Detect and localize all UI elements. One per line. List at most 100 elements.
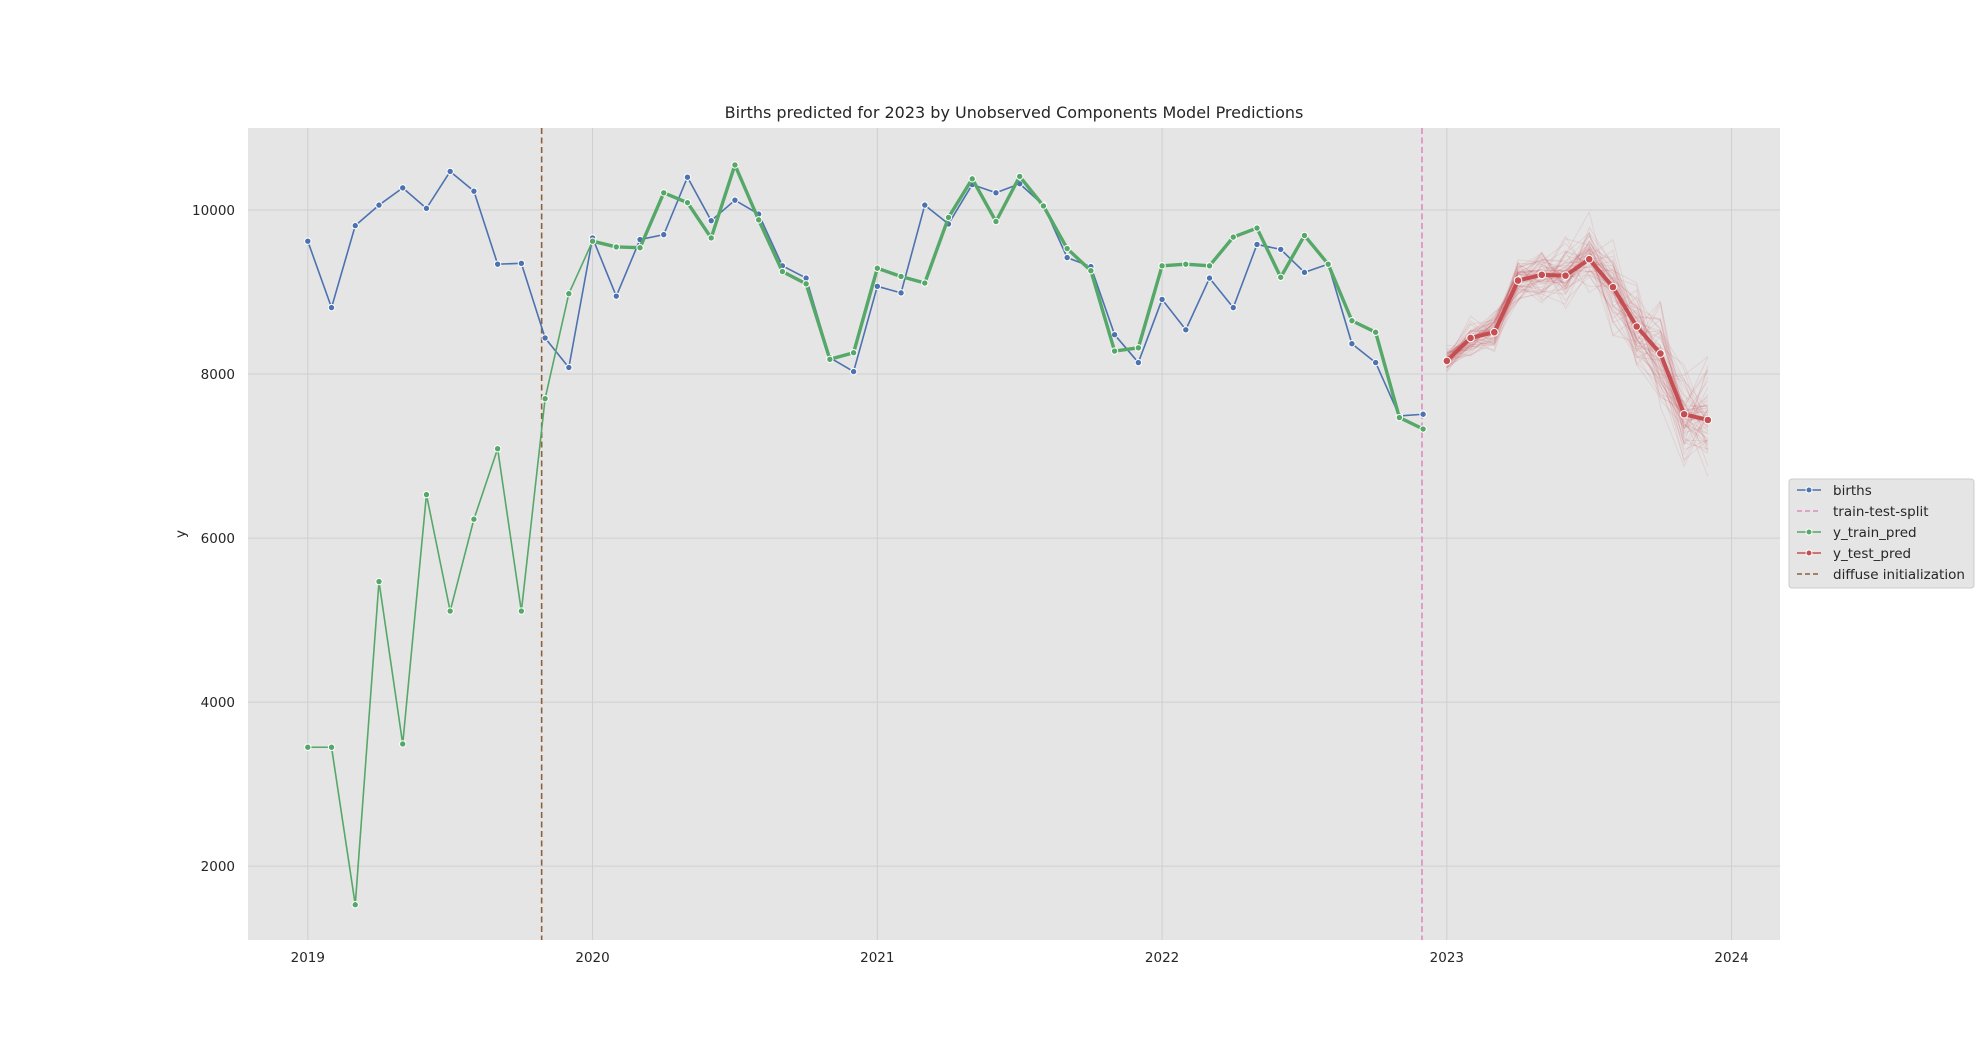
y_train_pred-point bbox=[826, 355, 834, 363]
y_train_pred-segment bbox=[614, 245, 642, 250]
births-point bbox=[921, 201, 929, 209]
y_train_pred-segment bbox=[1279, 233, 1307, 279]
births-point bbox=[1277, 245, 1285, 254]
forecast-sample-path bbox=[1446, 238, 1709, 454]
y_train_pred-point bbox=[1348, 317, 1356, 325]
births-point bbox=[351, 221, 359, 230]
forecast-sample-path bbox=[1446, 254, 1709, 467]
y_test_pred-segment bbox=[1563, 257, 1592, 278]
births-segment bbox=[947, 183, 974, 225]
y_train_pred-point bbox=[707, 234, 715, 242]
y_train_pred-segment bbox=[544, 292, 570, 400]
legend-marker bbox=[1805, 549, 1813, 557]
forecast-sample-path bbox=[1446, 251, 1709, 379]
births-segment bbox=[781, 264, 807, 279]
legend-label: y_test_pred bbox=[1833, 546, 1911, 562]
births-segment bbox=[1256, 243, 1282, 251]
y_train_pred-point bbox=[1110, 347, 1119, 355]
births-point bbox=[992, 189, 1000, 197]
births-point bbox=[1348, 340, 1356, 348]
y_train_pred-segment bbox=[1112, 346, 1141, 353]
forecast-sample-path bbox=[1446, 230, 1709, 435]
forecast-sample-path bbox=[1446, 258, 1709, 468]
forecast-sample-path bbox=[1446, 247, 1709, 431]
y_train_pred-segment bbox=[994, 174, 1022, 224]
y_train_pred-point bbox=[1324, 260, 1332, 268]
births-point bbox=[1158, 295, 1166, 304]
y-tick-labels: 2000 4000 6000 8000 10000 bbox=[192, 203, 235, 875]
forecast-sample-path bbox=[1446, 261, 1708, 408]
births-point bbox=[446, 167, 454, 176]
y_train_pred-segment bbox=[473, 447, 499, 521]
forecast-sample-path bbox=[1446, 255, 1709, 407]
y_train_pred-point bbox=[612, 243, 620, 251]
y_train_pred-point bbox=[1158, 262, 1166, 270]
y-tick-label: 2000 bbox=[201, 859, 235, 875]
y_train_pred-point bbox=[944, 213, 953, 222]
y_train_pred-segment bbox=[1255, 226, 1283, 279]
y_train_pred-segment bbox=[1373, 330, 1402, 420]
y_train_pred-segment bbox=[1184, 262, 1212, 268]
y_train_pred-segment bbox=[449, 518, 475, 612]
x-tick-label: 2021 bbox=[860, 950, 894, 966]
forecast-sample-path bbox=[1446, 257, 1709, 446]
y_train_pred-point bbox=[778, 267, 787, 276]
births-point bbox=[1419, 410, 1427, 418]
births-point bbox=[517, 259, 526, 268]
y_train_pred-segment bbox=[780, 269, 808, 286]
births-point bbox=[1063, 253, 1071, 262]
y_test_pred-segment bbox=[1610, 285, 1639, 329]
y_test_pred-segment bbox=[1492, 278, 1521, 335]
births-segment bbox=[829, 356, 855, 373]
births-point bbox=[422, 204, 431, 213]
y_train_pred-segment bbox=[638, 191, 666, 250]
series bbox=[304, 161, 1713, 909]
y_train_pred-point bbox=[1229, 233, 1237, 241]
y_train_pred-point bbox=[968, 175, 976, 183]
births-segment bbox=[757, 213, 784, 267]
y_train_pred-point bbox=[873, 264, 882, 272]
births-segment bbox=[1137, 298, 1163, 364]
births-point bbox=[1371, 358, 1380, 367]
births-segment bbox=[1351, 342, 1377, 364]
legend-item: births bbox=[1797, 483, 1872, 499]
y_test_pred-point bbox=[1442, 356, 1452, 366]
forecast-sample-path bbox=[1446, 269, 1709, 439]
legend-label: diffuse initialization bbox=[1833, 567, 1965, 583]
births-point bbox=[327, 303, 336, 312]
forecast-sample-path bbox=[1446, 258, 1709, 451]
births-segment bbox=[473, 190, 499, 265]
forecast-sample-path bbox=[1446, 260, 1709, 423]
births-segment bbox=[496, 262, 523, 265]
y_test_pred-point bbox=[1561, 271, 1570, 280]
births-segment bbox=[306, 240, 333, 309]
y_train_pred-point bbox=[1253, 224, 1261, 232]
y_train_pred-point bbox=[1182, 260, 1190, 268]
y_test_pred-point bbox=[1679, 409, 1689, 419]
forecast-sample-path bbox=[1446, 245, 1709, 451]
y_train_pred-point bbox=[422, 490, 431, 499]
births-segment bbox=[1208, 277, 1235, 309]
births-segment bbox=[662, 176, 689, 236]
births-segment bbox=[1185, 277, 1211, 331]
births-segment bbox=[1232, 243, 1258, 309]
births-point bbox=[660, 230, 668, 239]
forecast-sample-path bbox=[1446, 226, 1709, 477]
y_test_pred-segment bbox=[1444, 335, 1473, 363]
legend-marker bbox=[1805, 528, 1813, 536]
y_train_pred-segment bbox=[496, 447, 523, 612]
births-point bbox=[1229, 303, 1237, 312]
y_test_pred-segment bbox=[1634, 324, 1663, 356]
y_train_pred-segment bbox=[1041, 204, 1069, 251]
y_train_pred-point bbox=[517, 607, 526, 615]
forecast-sample-path bbox=[1446, 274, 1709, 456]
forecast-sample-path bbox=[1446, 252, 1708, 415]
births-point bbox=[470, 187, 478, 195]
births-point bbox=[731, 196, 739, 204]
y_train_pred-segment bbox=[1089, 269, 1117, 353]
y_train_pred-segment bbox=[425, 493, 451, 612]
y_train_pred-point bbox=[1277, 273, 1285, 281]
vertical-lines bbox=[540, 128, 1423, 940]
births-segment bbox=[1303, 263, 1329, 274]
y_train_pred-point bbox=[1134, 344, 1143, 352]
